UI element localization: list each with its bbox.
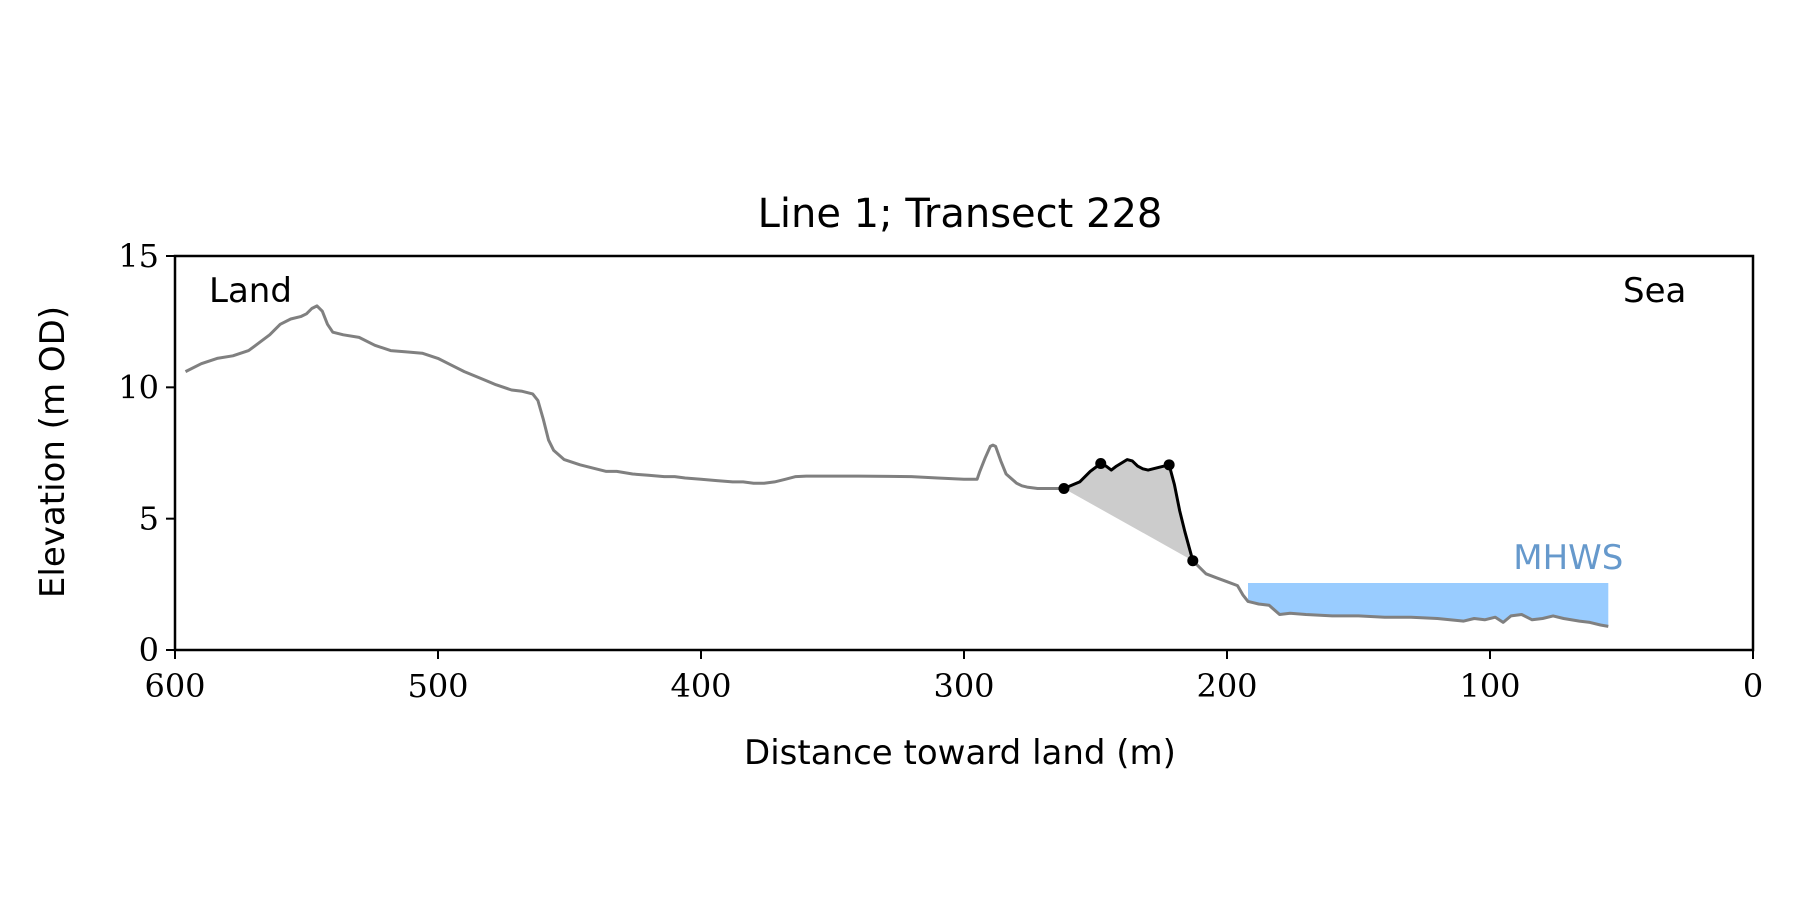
mhws-band <box>1248 583 1609 627</box>
axis-ticks: 600 500 400 300 200 100 0 0 5 10 15 <box>118 237 1763 705</box>
x-tick-label: 500 <box>407 667 468 705</box>
x-tick-label: 400 <box>670 667 731 705</box>
dune-point <box>1187 555 1199 567</box>
x-tick-label: 300 <box>933 667 994 705</box>
x-tick-label: 0 <box>1743 667 1763 705</box>
land-label: Land <box>209 271 292 311</box>
mhws-label: MHWS <box>1513 538 1623 578</box>
dune-point <box>1163 459 1175 471</box>
x-tick-label: 200 <box>1196 667 1257 705</box>
y-tick-label: 15 <box>118 237 159 275</box>
profile-line-landward <box>184 304 1064 490</box>
dune-point <box>1058 482 1070 494</box>
profile-line-beach <box>1191 559 1609 628</box>
x-tick-label: 600 <box>144 667 205 705</box>
plot-area <box>184 304 1609 628</box>
x-axis-label: Distance toward land (m) <box>744 733 1176 773</box>
y-axis-label: Elevation (m OD) <box>33 306 73 598</box>
x-tick-label: 100 <box>1459 667 1520 705</box>
y-tick-label: 10 <box>118 368 159 406</box>
y-tick-label: 5 <box>139 500 159 538</box>
sea-label: Sea <box>1623 271 1686 311</box>
dune-volume-fill <box>1063 459 1193 561</box>
dune-point <box>1095 458 1107 470</box>
chart-title: Line 1; Transect 228 <box>758 191 1163 237</box>
y-tick-label: 0 <box>139 631 159 669</box>
